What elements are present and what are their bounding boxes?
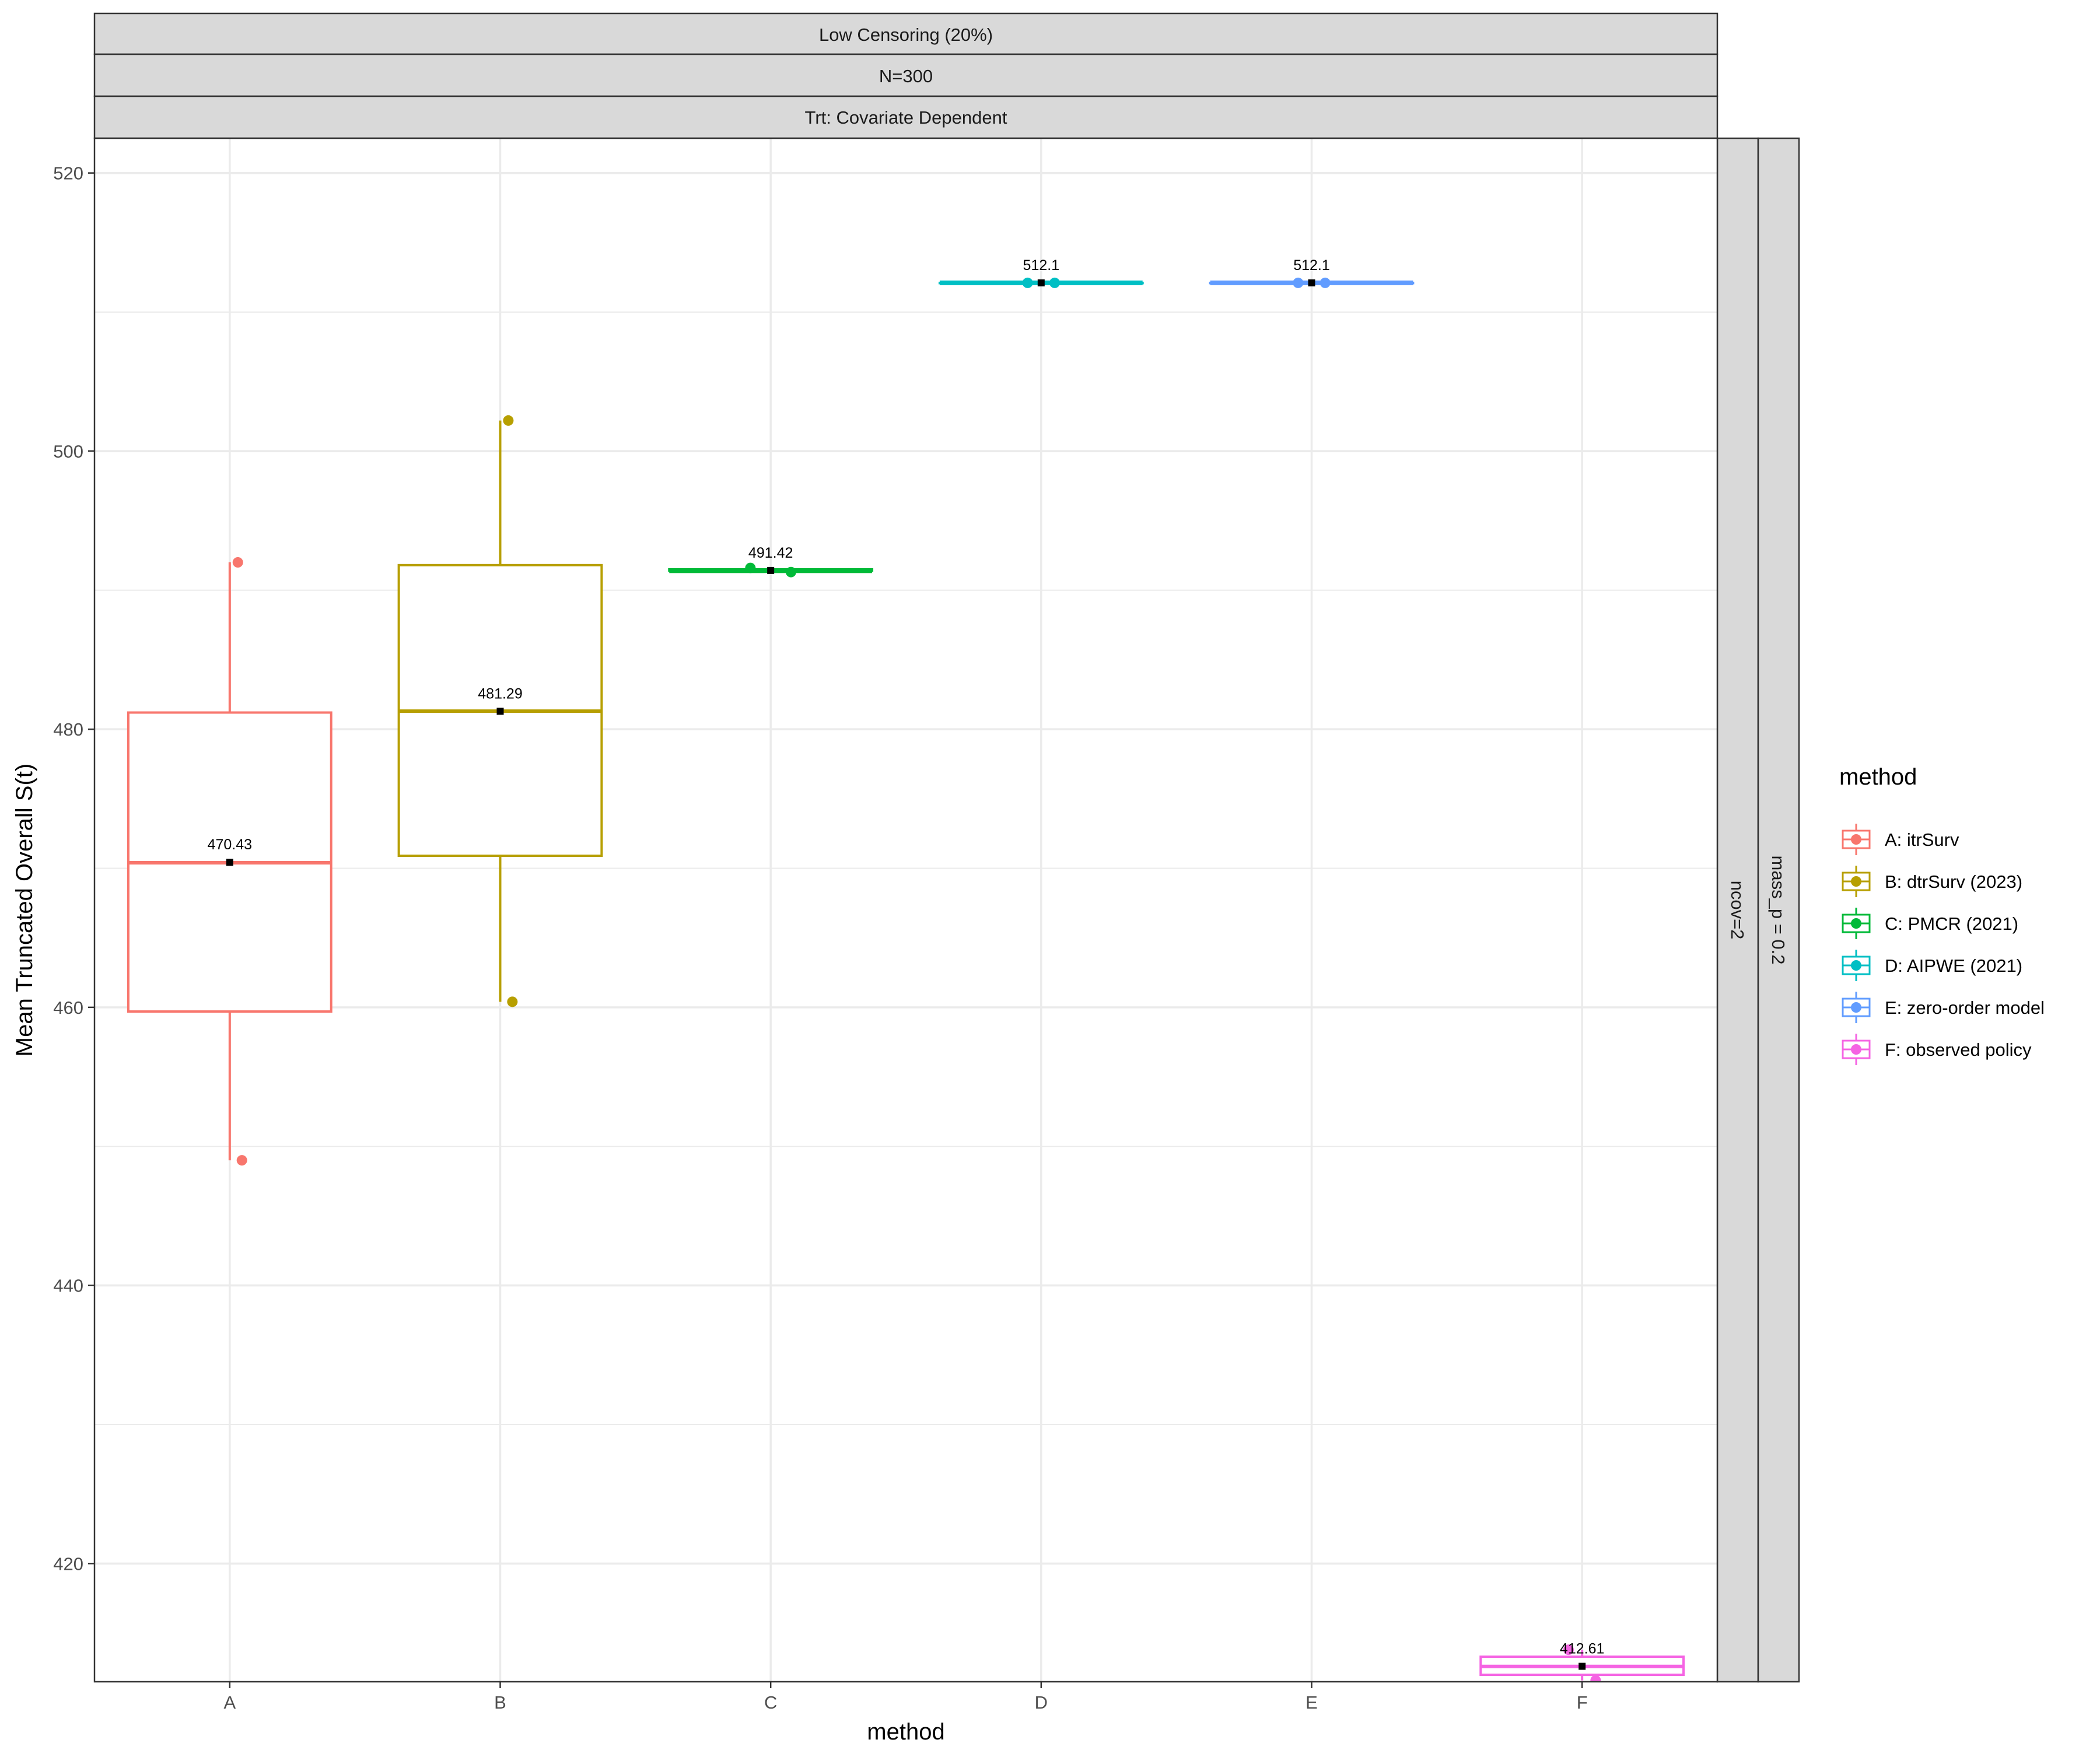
legend-key-point — [1851, 918, 1861, 929]
plot-panel — [94, 138, 1717, 1682]
legend-key-point — [1851, 1044, 1861, 1055]
right-strip-1-label: ncov=2 — [1727, 881, 1748, 940]
box-C — [668, 562, 874, 578]
x-tick-label: A — [223, 1692, 236, 1713]
data-point — [503, 415, 514, 426]
strip-1-label: Low Censoring (20%) — [819, 24, 993, 45]
data-point — [236, 1155, 247, 1166]
mean-label-A: 470.43 — [208, 836, 252, 853]
right-strip-2-label: mass_p = 0.2 — [1768, 856, 1788, 965]
mean-label-F: 412.61 — [1560, 1641, 1604, 1657]
data-point — [1590, 1675, 1601, 1682]
y-tick-label: 420 — [53, 1553, 83, 1574]
x-tick-label: B — [494, 1692, 506, 1713]
mean-label-E: 512.1 — [1293, 257, 1330, 274]
data-point — [507, 996, 518, 1007]
box-D — [938, 277, 1144, 288]
x-axis: A B C D E F — [223, 1682, 1588, 1713]
legend-label-A: A: itrSurv — [1885, 830, 1959, 850]
legend-key-A — [1839, 822, 1873, 856]
x-axis-title: method — [867, 1719, 944, 1745]
strip-2 — [93, 53, 1718, 97]
legend-key-E — [1839, 991, 1873, 1024]
strip-3 — [93, 95, 1718, 139]
mean-labels: 470.43 481.29 491.42 512.1 512.1 412.61 — [208, 257, 1605, 1657]
x-tick-label: E — [1306, 1692, 1318, 1713]
y-tick-label: 500 — [53, 441, 83, 461]
legend-key-point — [1851, 834, 1861, 845]
mean-marker — [767, 566, 775, 574]
data-point — [745, 562, 756, 573]
legend-label-F: F: observed policy — [1885, 1040, 2032, 1060]
right-strip-2 — [1757, 137, 1800, 1683]
legend-label-D: D: AIPWE (2021) — [1885, 956, 2022, 976]
data-point — [1563, 1644, 1574, 1656]
legend-key-point — [1851, 960, 1861, 971]
strip-2-label: N=300 — [879, 66, 933, 86]
x-tick-label: C — [764, 1692, 777, 1713]
y-axis: 420 440 460 480 500 520 — [53, 163, 94, 1574]
mean-marker — [1037, 279, 1045, 286]
top-strips: Low Censoring (20%) N=300 Trt: Covariate… — [93, 12, 1718, 139]
legend-label-B: B: dtrSurv (2023) — [1885, 872, 2022, 892]
legend-key-B — [1839, 864, 1873, 898]
x-tick-label: F — [1577, 1692, 1588, 1713]
mean-marker — [1578, 1662, 1586, 1670]
data-point — [232, 557, 243, 568]
box-B — [397, 415, 603, 1007]
legend-title: method — [1839, 764, 1917, 790]
panel-border — [93, 137, 1718, 1683]
data-point — [785, 566, 796, 578]
strip-1 — [93, 12, 1718, 55]
box-layer — [127, 277, 1685, 1682]
mean-marker — [496, 708, 504, 715]
y-tick-label: 440 — [53, 1276, 83, 1296]
legend-key-C — [1839, 907, 1873, 940]
grid-lines — [94, 138, 1717, 1682]
legend-key-point — [1851, 1002, 1861, 1013]
legend-key-point — [1851, 876, 1861, 887]
legend-label-C: C: PMCR (2021) — [1885, 914, 2018, 934]
legend: method A: itrSurv B: dtrSurv (2023) C: PMC… — [1839, 764, 2045, 1066]
box-F — [1479, 1644, 1685, 1682]
mean-label-D: 512.1 — [1023, 257, 1060, 274]
data-point — [1049, 277, 1060, 288]
legend-key-D — [1839, 949, 1873, 982]
mean-label-B: 481.29 — [478, 685, 522, 702]
box-A — [127, 557, 332, 1166]
mean-marker — [226, 859, 233, 866]
legend-key-F — [1839, 1032, 1873, 1066]
y-tick-label: 520 — [53, 163, 83, 184]
y-tick-label: 460 — [53, 998, 83, 1018]
right-strips: ncov=2 mass_p = 0.2 — [1716, 137, 1800, 1683]
data-point — [1022, 277, 1033, 288]
strip-3-label: Trt: Covariate Dependent — [805, 107, 1007, 128]
box-E — [1209, 277, 1415, 288]
legend-label-E: E: zero-order model — [1885, 998, 2045, 1018]
mean-marker — [1308, 279, 1315, 286]
x-tick-label: D — [1035, 1692, 1048, 1713]
y-axis-title: Mean Truncated Overall S(t) — [12, 764, 37, 1056]
y-tick-label: 480 — [53, 719, 83, 740]
data-point — [1293, 277, 1304, 288]
mean-label-C: 491.42 — [748, 545, 793, 561]
data-point — [1320, 277, 1331, 288]
